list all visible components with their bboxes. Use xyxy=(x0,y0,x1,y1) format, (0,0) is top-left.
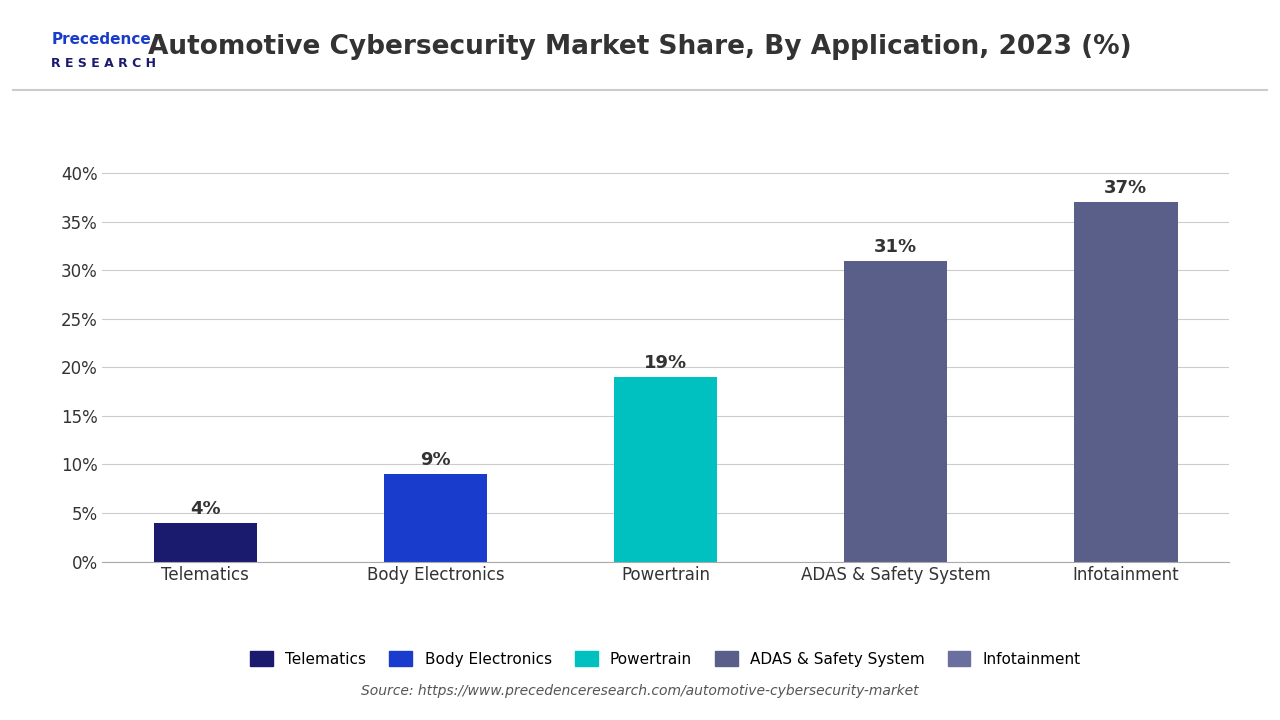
Text: R E S E A R C H: R E S E A R C H xyxy=(51,57,156,70)
Bar xyxy=(614,377,717,562)
Text: 4%: 4% xyxy=(189,500,220,518)
Text: Precedence: Precedence xyxy=(51,32,151,47)
Bar xyxy=(154,523,257,562)
Text: 37%: 37% xyxy=(1105,179,1147,197)
Bar xyxy=(1074,202,1178,562)
Bar xyxy=(844,261,947,562)
Bar xyxy=(384,474,488,562)
Text: 31%: 31% xyxy=(874,238,918,256)
Text: Automotive Cybersecurity Market Share, By Application, 2023 (%): Automotive Cybersecurity Market Share, B… xyxy=(148,34,1132,60)
Legend: Telematics, Body Electronics, Powertrain, ADAS & Safety System, Infotainment: Telematics, Body Electronics, Powertrain… xyxy=(244,644,1087,672)
Text: 19%: 19% xyxy=(644,354,687,372)
Text: Source: https://www.precedenceresearch.com/automotive-cybersecurity-market: Source: https://www.precedenceresearch.c… xyxy=(361,684,919,698)
Text: 9%: 9% xyxy=(420,451,451,469)
